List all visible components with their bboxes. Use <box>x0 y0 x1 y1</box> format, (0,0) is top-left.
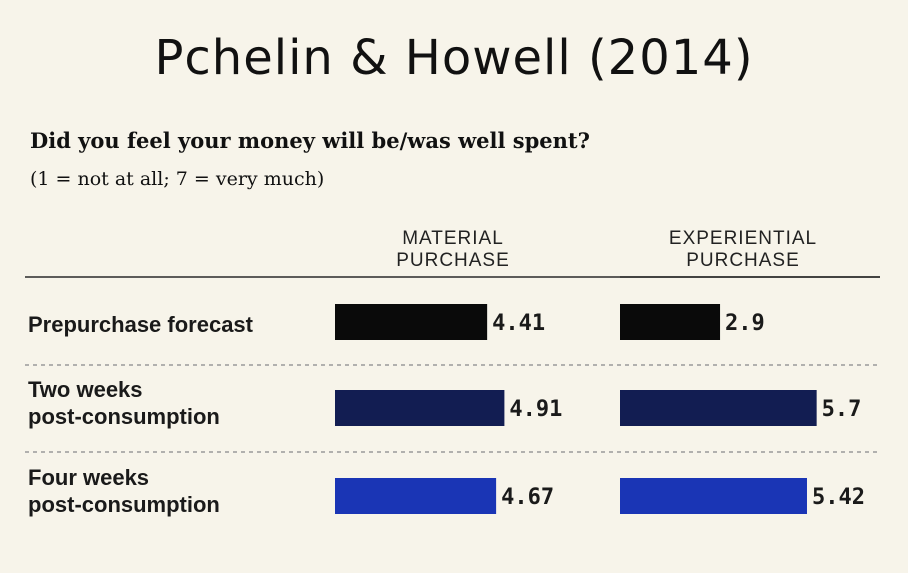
bar-value-label: 2.9 <box>725 311 765 336</box>
bar-value-label: 5.7 <box>822 397 862 422</box>
bar-value-label: 4.91 <box>509 397 562 422</box>
chart-title: Pchelin & Howell (2014) <box>154 30 754 86</box>
chart-question: Did you feel your money will be/was well… <box>30 128 590 153</box>
row-label-prepurchase: Prepurchase forecast <box>28 311 253 338</box>
scale-note: (1 = not at all; 7 = very much) <box>30 168 325 190</box>
bar-value-label: 5.42 <box>812 485 865 510</box>
bar-value-label: 4.41 <box>492 311 545 336</box>
column-header-experiential: EXPERIENTIAL PURCHASE <box>633 228 853 272</box>
bar <box>335 304 488 340</box>
bar <box>620 390 817 426</box>
bar <box>335 478 497 514</box>
column-header-line: EXPERIENTIAL <box>668 228 818 249</box>
row-label-line: post-consumption <box>28 404 220 429</box>
row-label-two-weeks: Two weeks post-consumption <box>28 376 220 430</box>
column-header-material: MATERIAL PURCHASE <box>343 228 563 272</box>
bar <box>335 390 505 426</box>
row-label-line: Prepurchase forecast <box>28 312 253 337</box>
row-label-line: Four weeks <box>28 465 150 490</box>
row-label-line: post-consumption <box>28 492 220 517</box>
column-header-line: MATERIAL <box>402 228 504 249</box>
column-header-line: PURCHASE <box>686 250 800 271</box>
bar-value-label: 4.67 <box>501 485 554 510</box>
bar <box>620 478 807 514</box>
bar <box>620 304 721 340</box>
column-header-line: PURCHASE <box>396 250 510 271</box>
row-label-line: Two weeks <box>28 377 143 402</box>
row-label-four-weeks: Four weeks post-consumption <box>28 464 220 518</box>
